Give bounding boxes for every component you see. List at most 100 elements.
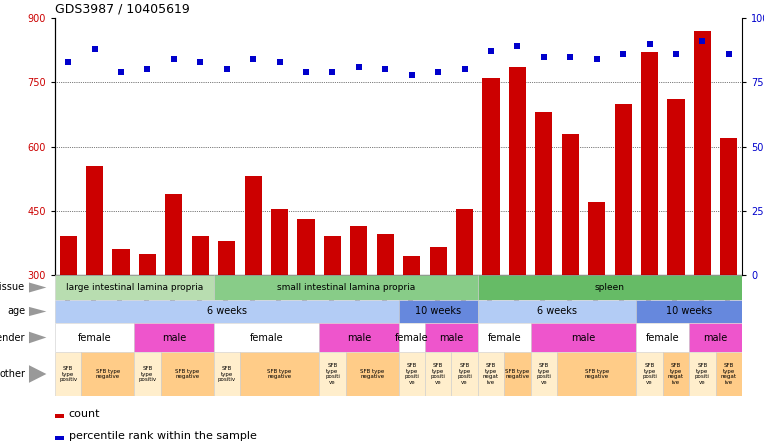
- Bar: [636, 300, 742, 323]
- Text: other: other: [0, 369, 25, 379]
- Point: [670, 51, 682, 58]
- Point: [353, 63, 365, 71]
- Point: [617, 51, 630, 58]
- Bar: [689, 323, 742, 352]
- Bar: [399, 352, 425, 396]
- Text: spleen: spleen: [595, 283, 625, 292]
- Bar: [562, 134, 579, 275]
- Text: SFB
type
positi
ve: SFB type positi ve: [695, 363, 710, 385]
- Bar: [668, 99, 685, 275]
- Bar: [636, 323, 689, 352]
- Bar: [641, 52, 658, 275]
- Bar: [214, 352, 240, 396]
- Point: [458, 66, 471, 73]
- Point: [591, 56, 603, 63]
- Text: male: male: [571, 333, 596, 342]
- Bar: [509, 67, 526, 275]
- Point: [62, 58, 74, 65]
- Bar: [694, 31, 711, 275]
- Text: SFB type
negative: SFB type negative: [505, 369, 529, 379]
- Text: 10 weeks: 10 weeks: [666, 306, 712, 317]
- Text: SFB
type
positiv: SFB type positiv: [138, 366, 157, 382]
- Bar: [452, 352, 478, 396]
- Text: count: count: [69, 409, 100, 419]
- Point: [326, 68, 338, 75]
- Text: male: male: [439, 333, 464, 342]
- Text: male: male: [162, 333, 186, 342]
- Text: female: female: [250, 333, 283, 342]
- Bar: [55, 436, 63, 440]
- Bar: [240, 352, 319, 396]
- Bar: [55, 414, 63, 418]
- Text: SFB
type
negat
ive: SFB type negat ive: [668, 363, 684, 385]
- Bar: [478, 300, 636, 323]
- Text: large intestinal lamina propria: large intestinal lamina propria: [66, 283, 203, 292]
- Text: small intestinal lamina propria: small intestinal lamina propria: [277, 283, 415, 292]
- Text: male: male: [704, 333, 727, 342]
- Text: SFB
type
positi
ve: SFB type positi ve: [325, 363, 340, 385]
- Bar: [55, 300, 399, 323]
- Point: [379, 66, 391, 73]
- Bar: [86, 166, 103, 275]
- Bar: [399, 323, 425, 352]
- Bar: [399, 300, 478, 323]
- Bar: [504, 352, 531, 396]
- Bar: [662, 352, 689, 396]
- Text: SFB type
negative: SFB type negative: [267, 369, 292, 379]
- Text: percentile rank within the sample: percentile rank within the sample: [69, 431, 257, 441]
- Bar: [478, 275, 742, 300]
- Text: 10 weeks: 10 weeks: [415, 306, 461, 317]
- Bar: [319, 352, 345, 396]
- Bar: [60, 237, 77, 275]
- Bar: [55, 323, 134, 352]
- Text: SFB
type
negat
ive: SFB type negat ive: [483, 363, 499, 385]
- Bar: [297, 219, 315, 275]
- Bar: [716, 352, 742, 396]
- Point: [432, 68, 444, 75]
- Point: [221, 66, 233, 73]
- Text: female: female: [78, 333, 112, 342]
- Bar: [377, 234, 394, 275]
- Bar: [112, 249, 130, 275]
- Bar: [531, 352, 557, 396]
- Text: SFB
type
positiv: SFB type positiv: [59, 366, 77, 382]
- Point: [168, 56, 180, 63]
- Bar: [456, 209, 473, 275]
- Bar: [214, 275, 478, 300]
- Point: [485, 48, 497, 55]
- Bar: [478, 352, 504, 396]
- Bar: [160, 352, 214, 396]
- Text: SFB
type
negat
ive: SFB type negat ive: [720, 363, 736, 385]
- Text: female: female: [487, 333, 521, 342]
- Bar: [636, 352, 662, 396]
- Text: SFB type
negative: SFB type negative: [175, 369, 199, 379]
- Text: female: female: [395, 333, 429, 342]
- Point: [247, 56, 259, 63]
- Polygon shape: [29, 332, 47, 343]
- Bar: [271, 209, 288, 275]
- Text: SFB
type
positiv: SFB type positiv: [218, 366, 236, 382]
- Bar: [214, 323, 319, 352]
- Polygon shape: [29, 307, 47, 316]
- Point: [274, 58, 286, 65]
- Point: [723, 51, 735, 58]
- Text: SFB
type
positi
ve: SFB type positi ve: [404, 363, 419, 385]
- Bar: [324, 237, 341, 275]
- Bar: [536, 112, 552, 275]
- Bar: [482, 78, 500, 275]
- Point: [89, 45, 101, 52]
- Text: male: male: [347, 333, 371, 342]
- Text: age: age: [7, 306, 25, 317]
- Bar: [134, 323, 214, 352]
- Bar: [244, 176, 262, 275]
- Point: [696, 38, 708, 45]
- Text: GDS3987 / 10405619: GDS3987 / 10405619: [55, 3, 189, 16]
- Text: gender: gender: [0, 333, 25, 342]
- Text: SFB type
negative: SFB type negative: [96, 369, 120, 379]
- Bar: [192, 237, 209, 275]
- Point: [141, 66, 154, 73]
- Bar: [425, 352, 452, 396]
- Polygon shape: [29, 365, 47, 383]
- Bar: [429, 247, 447, 275]
- Point: [406, 71, 418, 78]
